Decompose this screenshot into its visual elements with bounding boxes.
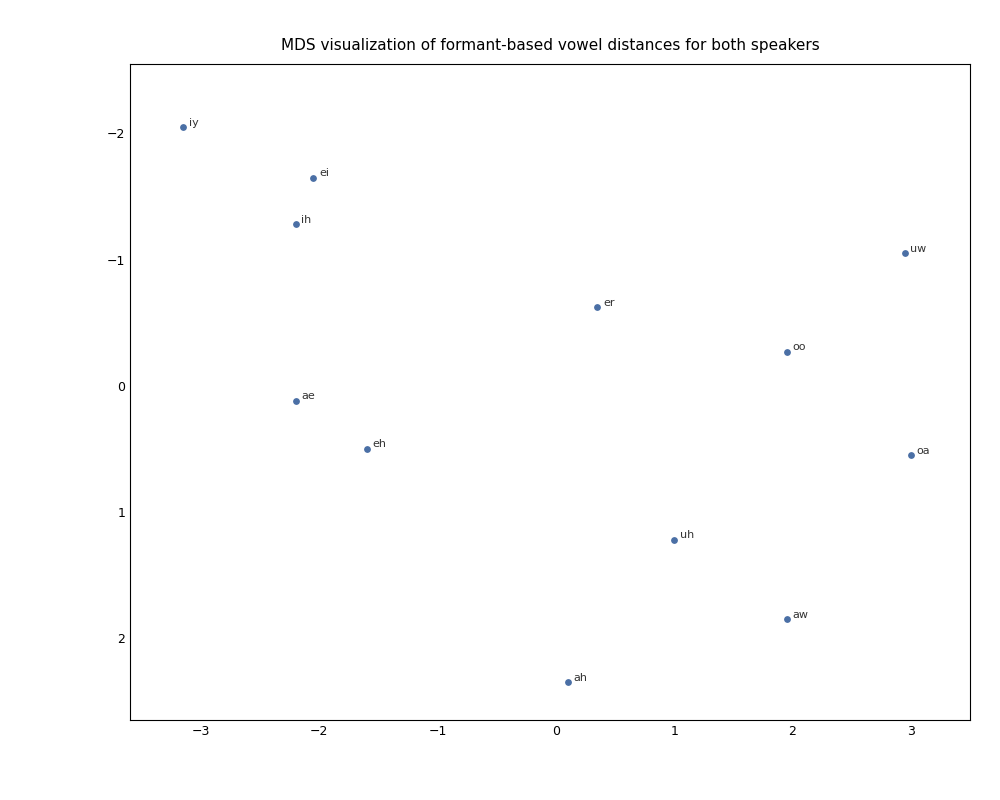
Text: oo: oo [792,342,806,352]
Point [779,613,795,626]
Point [359,442,375,455]
Text: uw: uw [910,244,927,254]
Point [305,171,321,184]
Text: uh: uh [680,530,694,540]
Text: aw: aw [792,610,808,620]
Point [589,301,605,314]
Point [288,218,304,230]
Point [175,121,191,134]
Text: iy: iy [189,118,199,128]
Point [903,449,919,462]
Point [288,394,304,407]
Text: ae: ae [301,391,315,402]
Point [560,676,576,689]
Text: ih: ih [301,215,311,225]
Title: MDS visualization of formant-based vowel distances for both speakers: MDS visualization of formant-based vowel… [281,38,819,53]
Text: ah: ah [573,673,587,682]
Point [897,247,913,260]
Point [666,533,682,546]
Point [779,346,795,358]
Text: oa: oa [916,446,930,456]
Text: ei: ei [319,168,329,178]
Text: eh: eh [372,439,386,450]
Text: er: er [603,298,614,308]
